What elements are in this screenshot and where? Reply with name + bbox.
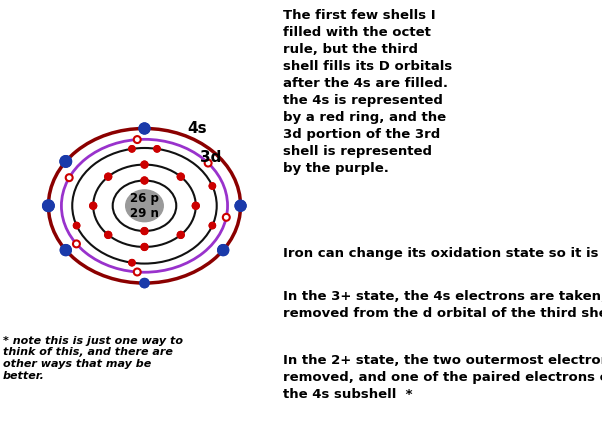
Circle shape: [223, 214, 230, 221]
Circle shape: [134, 136, 141, 143]
Circle shape: [235, 200, 246, 211]
Circle shape: [141, 177, 148, 184]
Circle shape: [129, 259, 135, 266]
Text: * note this is just one way to
think of this, and there are
other ways that may : * note this is just one way to think of …: [3, 336, 183, 380]
Circle shape: [73, 240, 80, 248]
Circle shape: [141, 244, 148, 250]
Circle shape: [66, 174, 73, 181]
Text: 4s: 4s: [188, 121, 207, 135]
Circle shape: [140, 279, 149, 288]
Text: The first few shells I
filled with the octet
rule, but the third
shell fills its: The first few shells I filled with the o…: [284, 9, 453, 175]
Circle shape: [209, 222, 216, 229]
Circle shape: [105, 173, 112, 180]
Circle shape: [177, 231, 184, 239]
Ellipse shape: [126, 190, 163, 222]
Circle shape: [139, 123, 150, 134]
Circle shape: [129, 146, 135, 152]
Text: 26 p
29 n: 26 p 29 n: [130, 192, 159, 220]
Circle shape: [154, 146, 160, 152]
Text: In the 3+ state, the 4s electrons are taken, and one is
removed from the d orbit: In the 3+ state, the 4s electrons are ta…: [284, 290, 602, 320]
Circle shape: [141, 227, 148, 235]
Circle shape: [73, 222, 80, 229]
Circle shape: [141, 161, 148, 168]
Circle shape: [60, 155, 72, 167]
Circle shape: [205, 160, 211, 167]
Circle shape: [177, 173, 184, 180]
Circle shape: [43, 200, 54, 212]
Circle shape: [90, 202, 97, 209]
Text: In the 2+ state, the two outermost electrons are
removed, and one of the paired : In the 2+ state, the two outermost elect…: [284, 354, 602, 400]
Circle shape: [209, 183, 216, 189]
Circle shape: [218, 245, 229, 256]
Text: 3d: 3d: [200, 150, 222, 165]
Circle shape: [60, 245, 71, 256]
Circle shape: [192, 202, 199, 209]
Circle shape: [105, 231, 112, 239]
Text: Iron can change its oxidation state so it is 3+ or 2+.: Iron can change its oxidation state so i…: [284, 247, 602, 260]
Circle shape: [134, 268, 141, 276]
